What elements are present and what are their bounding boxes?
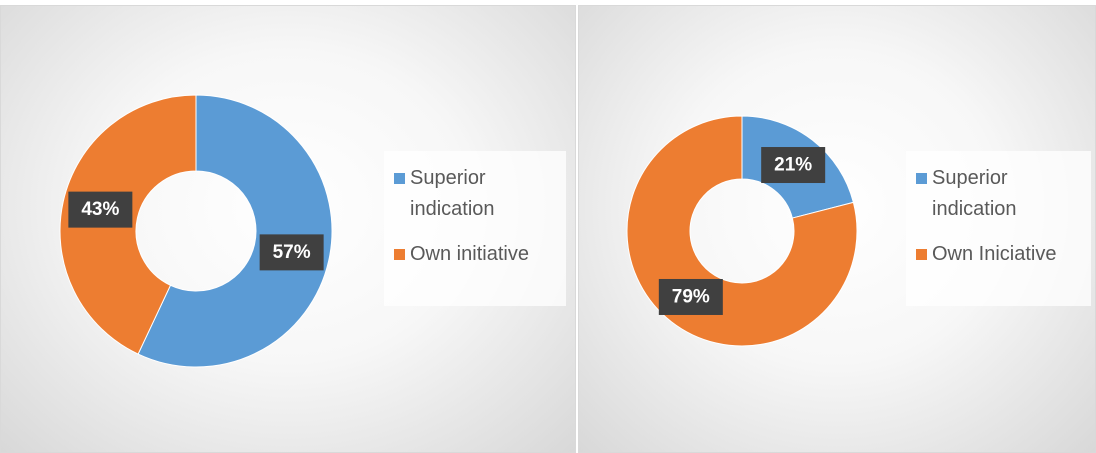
chart: 21% 79% (626, 115, 858, 347)
data-label: 43% (81, 199, 119, 220)
chart: 57% 43% (59, 94, 333, 368)
data-label: 21% (774, 155, 812, 176)
legend-swatch (916, 249, 927, 260)
legend-swatch (916, 173, 927, 184)
data-label: 57% (273, 242, 311, 263)
legend-swatch (394, 173, 405, 184)
legend-swatch (394, 249, 405, 260)
legend: Superior indication Own Iniciative (906, 151, 1091, 306)
data-label-box (68, 191, 133, 228)
chart-panel: 21% 79% Superior indication Own Iniciative (578, 5, 1096, 453)
legend-item: Superior indication (394, 163, 560, 225)
donut-slice (137, 94, 333, 368)
data-label-box (761, 147, 826, 184)
legend-label: Own initiative (410, 243, 529, 265)
legend: Superior indication Own initiative (384, 151, 566, 306)
legend-label: Superior indication (410, 167, 495, 220)
data-label-box (259, 234, 324, 271)
legend-label: Superior indication (932, 167, 1017, 220)
legend-item: Own Iniciative (916, 239, 1082, 270)
data-label-box (658, 278, 723, 315)
legend-item: Superior indication (916, 163, 1082, 225)
legend-item: Own initiative (394, 239, 560, 270)
legend-label: Own Iniciative (932, 243, 1057, 265)
chart-panel: 57% 43% Superior indication Own initiative (0, 5, 576, 453)
data-label: 79% (672, 286, 710, 307)
